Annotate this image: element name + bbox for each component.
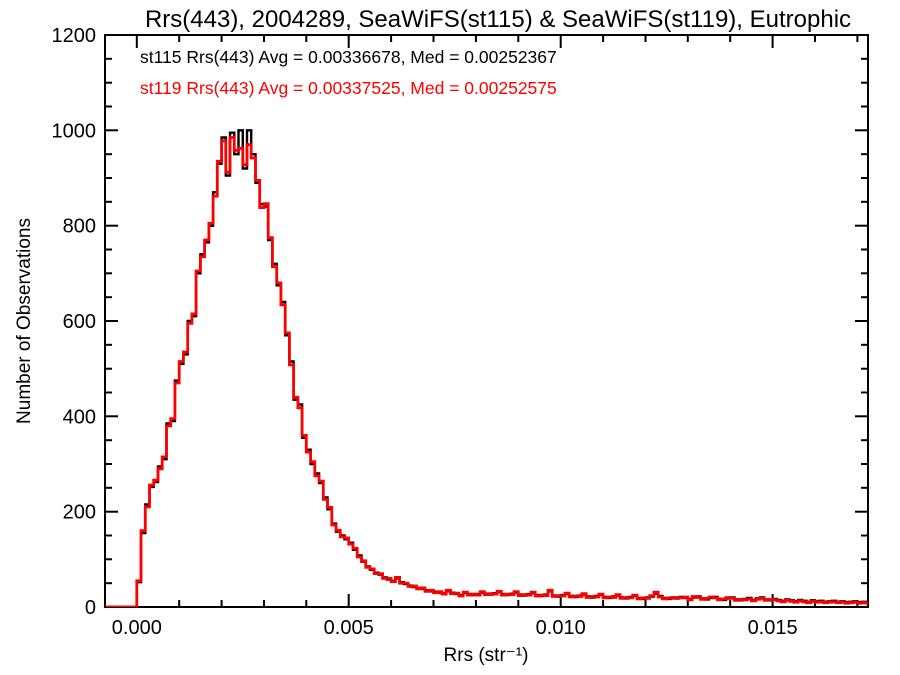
- y-tick-label: 1200: [52, 25, 97, 47]
- y-tick-label: 200: [63, 502, 96, 524]
- y-axis-label: Number of Observations: [14, 218, 35, 424]
- legend-st115-label: st115 Rrs(443) Avg = 0.00336678, Med = 0…: [140, 47, 557, 67]
- y-tick-label: 400: [63, 406, 96, 428]
- series-st119: [105, 136, 868, 607]
- y-tick-label: 1000: [52, 120, 97, 142]
- plot-frame: [104, 34, 869, 608]
- y-tick-label: 800: [63, 216, 96, 238]
- x-tick-label: 0.000: [112, 617, 162, 639]
- x-axis-label: Rrs (str⁻¹): [444, 645, 529, 666]
- axis-tick-labels: 0.000 0.005 0.010 0.015 0 200 400 600 800 1000 120…: [52, 25, 798, 639]
- x-tick-label: 0.010: [536, 617, 586, 639]
- axis-ticks: [105, 34, 868, 608]
- chart-title: Rrs(443), 2004289, SeaWiFS(st115) & SeaW…: [145, 6, 851, 33]
- x-tick-label: 0.015: [748, 617, 798, 639]
- legend-st119-label: st119 Rrs(443) Avg = 0.00337525, Med = 0…: [140, 78, 557, 98]
- y-tick-label: 0: [85, 597, 96, 619]
- series-st115: [105, 129, 868, 607]
- x-tick-label: 0.005: [324, 617, 374, 639]
- y-tick-label: 600: [63, 311, 96, 333]
- histogram-series: [105, 129, 868, 607]
